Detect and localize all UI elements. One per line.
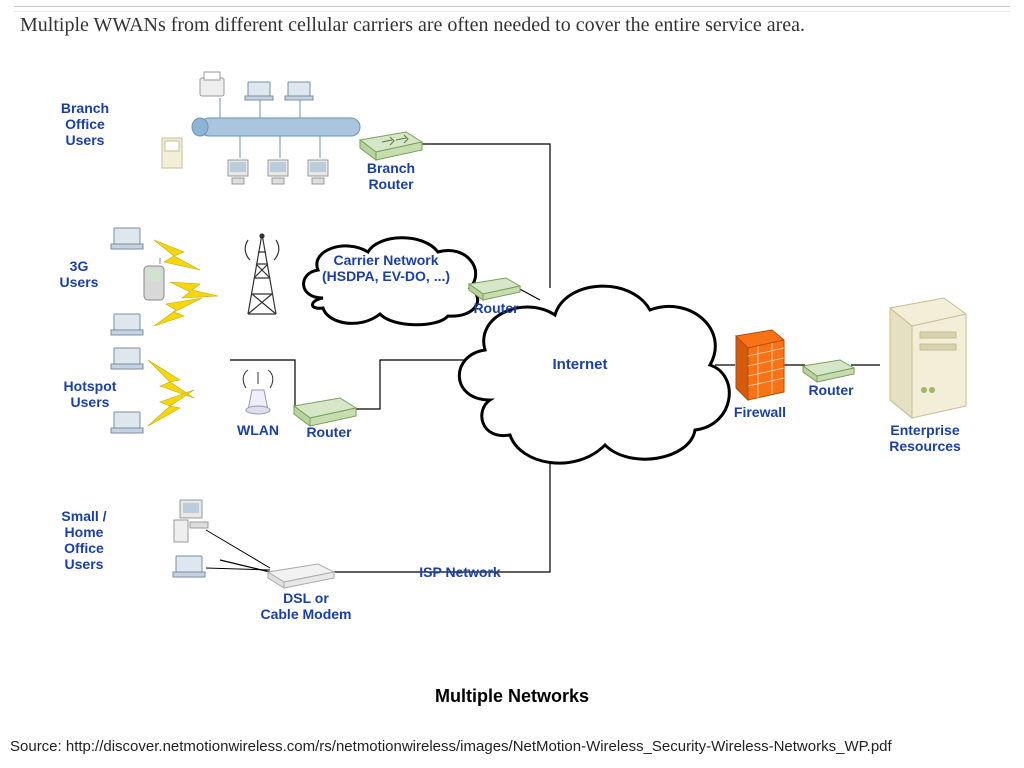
branch-office-group (130, 68, 390, 218)
enterprise-server-icon (870, 290, 980, 430)
diagram-canvas: BranchOfficeUsers BranchRouter 3GUsers C… (70, 60, 980, 680)
label-isp: ISP Network (400, 564, 520, 580)
source-citation: Source: http://discover.netmotionwireles… (10, 738, 892, 755)
diagram-title: Multiple Networks (0, 686, 1024, 707)
enterprise-router-icon (800, 352, 860, 386)
label-ent-router: Router (798, 382, 864, 398)
3g-group (84, 210, 314, 350)
label-carrier: Carrier Network(HSDPA, EV-DO, ...) (306, 252, 466, 284)
header-text: Multiple WWANs from different cellular c… (20, 14, 805, 37)
page: Multiple WWANs from different cellular c… (0, 0, 1024, 768)
carrier-router-icon (466, 270, 526, 304)
top-rule (14, 6, 1010, 12)
branch-router-icon (356, 122, 426, 162)
label-enterprise: EnterpriseResources (870, 422, 980, 454)
wlan-router-icon (290, 388, 360, 428)
label-branch-users: BranchOfficeUsers (50, 100, 120, 148)
label-branch-router: BranchRouter (356, 160, 426, 192)
label-hotspot: HotspotUsers (50, 378, 130, 410)
firewall-icon (728, 326, 788, 406)
label-wlan: WLAN (228, 422, 288, 438)
label-dsl: DSL orCable Modem (246, 590, 366, 622)
modem-icon (262, 554, 342, 594)
label-3g-users: 3GUsers (44, 258, 114, 290)
label-carrier-router: Router (466, 300, 526, 316)
label-soho: Small /HomeOfficeUsers (44, 508, 124, 572)
label-firewall: Firewall (720, 404, 800, 420)
label-internet: Internet (530, 356, 630, 373)
label-wlan-router: Router (294, 424, 364, 440)
